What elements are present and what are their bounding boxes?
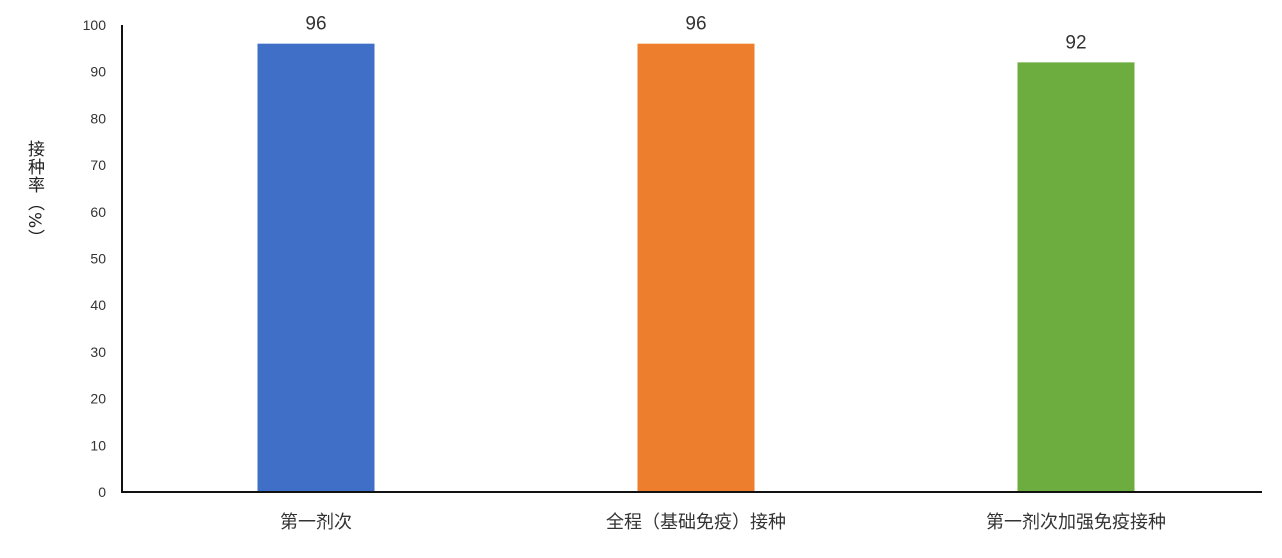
y-axis-label: 接种率（%） [24,140,44,248]
data-label: 96 [305,14,326,35]
y-tick-label: 60 [90,204,106,220]
y-tick-label: 40 [90,297,106,313]
bar-3 [1017,62,1135,493]
data-label: 96 [685,14,706,35]
bar-1 [257,43,375,493]
y-tick-label: 90 [90,64,106,80]
x-tick-label: 全程（基础免疫）接种 [606,512,786,533]
y-tick-label: 0 [98,484,106,500]
y-tick-label: 30 [90,344,106,360]
y-tick-label: 50 [90,251,106,267]
y-tick-label: 80 [90,110,106,126]
x-tick-label: 第一剂次 [280,512,352,533]
y-tick-label: 100 [83,17,107,33]
data-label: 92 [1065,32,1086,53]
y-tick-label: 10 [90,437,106,453]
y-tick-label: 70 [90,157,106,173]
x-tick-label: 第一剂次加强免疫接种 [986,512,1166,533]
bar-2 [637,43,755,493]
y-tick-label: 20 [90,391,106,407]
